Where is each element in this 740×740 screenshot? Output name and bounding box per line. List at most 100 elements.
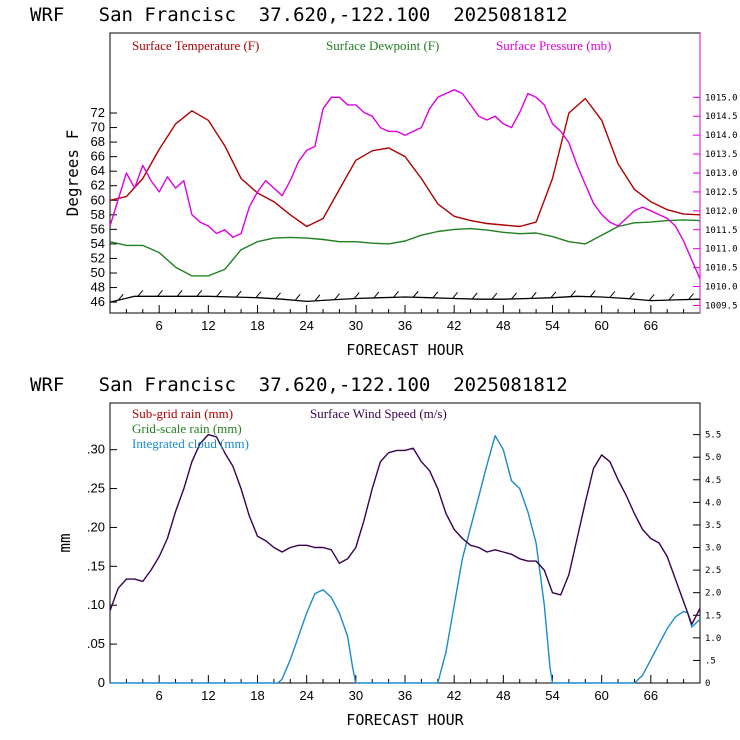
wind-barb bbox=[471, 292, 478, 300]
y-tick-label: 56 bbox=[91, 221, 105, 236]
bottom-x-axis-label: FORECAST HOUR bbox=[346, 711, 464, 729]
x-tick-label: 36 bbox=[398, 318, 412, 333]
series-line-surface-dewpoint-f bbox=[109, 219, 701, 277]
wind-barb bbox=[550, 291, 557, 299]
wind-barb bbox=[275, 292, 281, 300]
x-tick-label: 42 bbox=[447, 318, 461, 333]
y2-tick-label: 3.5 bbox=[705, 521, 721, 531]
bottom-legend-subgrid-rain: Sub-grid rain (mm) bbox=[132, 406, 233, 421]
wind-barb bbox=[137, 289, 144, 297]
y-tick-label: 64 bbox=[91, 163, 105, 178]
y2-tick-label: .5 bbox=[705, 656, 716, 666]
y-tick-label: 52 bbox=[91, 250, 105, 265]
wind-barb bbox=[452, 292, 458, 299]
y2-tick-label: 5.0 bbox=[705, 453, 721, 463]
x-tick-label: 66 bbox=[644, 318, 658, 333]
y2-tick-label: 2.0 bbox=[705, 589, 721, 599]
top-wind-barbs bbox=[109, 289, 701, 303]
y-tick-label: .25 bbox=[87, 481, 105, 496]
y-tick-label: 68 bbox=[91, 134, 105, 149]
y-tick-label: 58 bbox=[91, 207, 105, 222]
top-legend-temperature: Surface Temperature (F) bbox=[132, 38, 259, 53]
wind-barb bbox=[314, 294, 321, 302]
x-tick-label: 6 bbox=[156, 318, 163, 333]
x-tick-label: 12 bbox=[201, 688, 215, 703]
y-tick-label: 46 bbox=[91, 294, 105, 309]
y2-tick-label: 5.5 bbox=[705, 431, 721, 441]
y-tick-label: 48 bbox=[91, 280, 105, 295]
x-tick-label: 18 bbox=[250, 688, 264, 703]
y2-tick-label: 1014.5 bbox=[705, 112, 738, 122]
y-tick-label: 66 bbox=[91, 149, 105, 164]
y-tick-label: .05 bbox=[87, 636, 105, 651]
bottom-legend-integrated-cloud: Integrated cloud (mm) bbox=[132, 436, 249, 451]
x-tick-label: 60 bbox=[594, 318, 608, 333]
y-tick-label: 0 bbox=[98, 675, 105, 690]
x-tick-label: 54 bbox=[545, 688, 559, 703]
bottom-y-axis-label: mm bbox=[55, 533, 74, 552]
y-tick-label: .10 bbox=[87, 597, 105, 612]
y-tick-label: 54 bbox=[91, 236, 105, 251]
y-tick-label: .15 bbox=[87, 558, 105, 573]
x-tick-label: 30 bbox=[349, 688, 363, 703]
x-tick-label: 30 bbox=[349, 318, 363, 333]
x-tick-label: 66 bbox=[644, 688, 658, 703]
x-tick-label: 48 bbox=[496, 688, 510, 703]
x-tick-label: 24 bbox=[299, 318, 313, 333]
y-tick-label: 72 bbox=[91, 105, 105, 120]
top-series-lines bbox=[109, 89, 701, 280]
y2-tick-label: 1010.0 bbox=[705, 283, 738, 293]
x-tick-label: 18 bbox=[250, 318, 264, 333]
x-tick-label: 42 bbox=[447, 688, 461, 703]
wind-barb bbox=[511, 292, 517, 300]
y-tick-label: 62 bbox=[91, 178, 105, 193]
x-tick-label: 24 bbox=[299, 688, 313, 703]
y-tick-label: 50 bbox=[91, 265, 105, 280]
wind-barb bbox=[176, 289, 183, 297]
top-legend-pressure: Surface Pressure (mb) bbox=[496, 38, 612, 53]
y2-tick-label: 0 bbox=[705, 679, 710, 689]
series-line-surface-pressure-mb bbox=[109, 89, 701, 280]
y-tick-label: .20 bbox=[87, 519, 105, 534]
wind-barb bbox=[629, 292, 635, 300]
y2-tick-label: 1013.5 bbox=[705, 150, 738, 160]
y2-tick-label: 4.0 bbox=[705, 498, 721, 508]
x-tick-label: 12 bbox=[201, 318, 215, 333]
bottom-series-lines bbox=[109, 433, 701, 684]
y2-tick-label: 2.5 bbox=[705, 566, 721, 576]
x-tick-label: 60 bbox=[594, 688, 608, 703]
top-legend-dewpoint: Surface Dewpoint (F) bbox=[326, 38, 439, 53]
bottom-right-tick-labels: 0 .5 1.0 1.5 2.0 2.5 3.0 3.5 4.0 4.5 5.0 5.5 bbox=[693, 431, 721, 689]
top-plot-frame bbox=[109, 32, 701, 314]
wind-barb bbox=[570, 290, 576, 297]
bottom-x-tick-labels: 6 12 18 24 30 36 42 48 54 60 66 bbox=[125, 675, 685, 703]
y2-tick-label: 1012.5 bbox=[705, 188, 738, 198]
wind-barb-baseline bbox=[109, 295, 701, 303]
x-tick-label: 36 bbox=[398, 688, 412, 703]
y2-tick-label: 1013.0 bbox=[705, 169, 738, 179]
x-tick-label: 6 bbox=[156, 688, 163, 703]
wind-barb bbox=[609, 291, 616, 298]
series-line-integrated-cloud-mm bbox=[110, 435, 701, 684]
wind-barb bbox=[432, 291, 439, 299]
wind-barb bbox=[491, 292, 498, 300]
series-line-surface-temperature-f bbox=[109, 97, 701, 228]
top-right-tick-labels: 1009.5 1010.0 1010.5 1011.0 1011.5 1012.0 1012… bbox=[693, 93, 738, 311]
y2-tick-label: 1012.0 bbox=[705, 207, 738, 217]
bottom-left-tick-labels: 0 .05 .10 .15 .20 .25 .30 bbox=[87, 442, 117, 690]
wind-barb bbox=[294, 294, 301, 301]
top-x-axis-label: FORECAST HOUR bbox=[346, 341, 464, 359]
wind-barb bbox=[334, 293, 340, 301]
y-tick-label: 70 bbox=[91, 120, 105, 135]
wind-barb bbox=[668, 293, 675, 301]
wind-barb bbox=[688, 293, 694, 300]
wind-barb bbox=[117, 293, 124, 301]
wind-barb bbox=[648, 294, 655, 301]
wind-barb bbox=[255, 291, 262, 298]
y2-tick-label: 1015.0 bbox=[705, 93, 738, 103]
wind-barb bbox=[373, 291, 380, 299]
wind-barb bbox=[393, 291, 399, 298]
y2-tick-label: 1011.5 bbox=[705, 226, 738, 236]
